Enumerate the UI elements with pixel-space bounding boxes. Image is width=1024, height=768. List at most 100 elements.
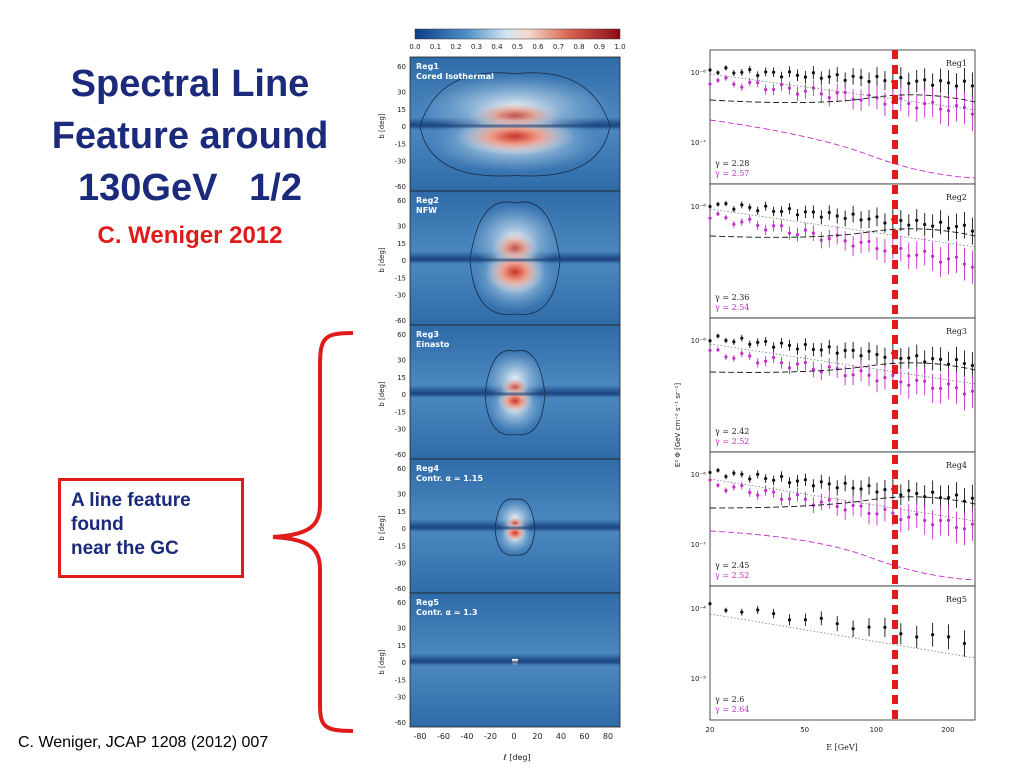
colorbar-tick-label: 0.4 (491, 43, 503, 51)
colorbar-tick-label: 0.7 (553, 43, 564, 51)
colorbar-tick-label: 0.1 (430, 43, 441, 51)
map-ytick-label: -60 (395, 317, 406, 325)
map-ytick-label: 30 (397, 625, 406, 633)
spectrum-ytick-label: 10⁻⁴ (691, 605, 707, 613)
map-xtick-label: -80 (413, 732, 426, 741)
spectrum-ytick-label: 10⁻⁶ (691, 203, 707, 211)
colorbar-tick-label: 0.6 (532, 43, 544, 51)
map-ytick-label: -30 (395, 560, 406, 568)
map-ytick-label: -15 (395, 140, 406, 148)
colorbar-tick-label: 0.0 (409, 43, 420, 51)
gamma-black-label: γ = 2.28 (715, 159, 749, 168)
gamma-black-label: γ = 2.45 (715, 561, 749, 570)
map-xtick-label: -60 (437, 732, 450, 741)
map-ytick-label: 0 (402, 391, 406, 399)
map-ytick-label: 15 (397, 642, 406, 650)
map-profile-label: Contr. α = 1.15 (416, 474, 483, 483)
map-ytick-label: -15 (395, 676, 406, 684)
spectrum-panel-3: Reg3 γ = 2.42γ = 2.52 10⁻⁶ (691, 317, 976, 453)
map-ylabel: b [deg] (378, 649, 386, 675)
map-ytick-label: 60 (397, 599, 406, 607)
spectrum-region-label: Reg3 (946, 327, 967, 336)
gamma-magenta-label: γ = 2.52 (715, 571, 749, 580)
map-ytick-label: 0 (402, 123, 406, 131)
spectrum-xtick-label: 200 (941, 726, 954, 734)
gamma-black-label: γ = 2.36 (715, 293, 749, 302)
map-ytick-label: 60 (397, 63, 406, 71)
map-xtick-label: 80 (603, 732, 613, 741)
map-ytick-label: 30 (397, 357, 406, 365)
map-ytick-label: -15 (395, 542, 406, 550)
gamma-magenta-label: γ = 2.54 (715, 303, 749, 312)
spectrum-region-label: Reg5 (946, 595, 967, 604)
map-ylabel: b [deg] (378, 113, 386, 139)
colorbar (414, 28, 621, 40)
callout-box: A line feature found near the GC (58, 478, 244, 578)
gamma-black-label: γ = 2.6 (715, 695, 744, 704)
map-ytick-label: 0 (402, 257, 406, 265)
gamma-magenta-label: γ = 2.64 (715, 705, 749, 714)
spectra-xlabel: E [GeV] (826, 743, 858, 752)
spectrum-region-label: Reg2 (946, 193, 967, 202)
map-ytick-label: -60 (395, 183, 406, 191)
map-ytick-label: 0 (402, 525, 406, 533)
map-ytick-label: 15 (397, 240, 406, 248)
map-ytick-label: -60 (395, 585, 406, 593)
map-ytick-label: 60 (397, 465, 406, 473)
map-profile-label: Einasto (416, 340, 450, 349)
map-ytick-label: 15 (397, 508, 406, 516)
map-xtick-label: 0 (511, 732, 516, 741)
map-profile-label: Cored Isothermal (416, 72, 494, 81)
spectrum-panel-2: Reg2 γ = 2.36γ = 2.54 10⁻⁶ (691, 183, 976, 319)
map-ytick-label: -15 (395, 274, 406, 282)
map-ylabel: b [deg] (378, 515, 386, 541)
map-region-label: Reg1 (416, 62, 439, 71)
callout-line-3: near the GC (71, 538, 179, 559)
map-xtick-label: 20 (532, 732, 542, 741)
map-region-label: Reg4 (416, 464, 439, 473)
title-line-3: 130GeV 1/2 (78, 167, 302, 209)
map-xtick-label: 60 (579, 732, 589, 741)
spectrum-panel-5: Reg5 γ = 2.6γ = 2.64 10⁻⁴ 10⁻⁵ (691, 585, 976, 721)
map-ytick-label: 30 (397, 491, 406, 499)
spectrum-xtick-label: 50 (800, 726, 809, 734)
spectrum-ytick-label: 10⁻⁷ (691, 541, 707, 549)
map-ylabel: b [deg] (378, 247, 386, 273)
author-label: C. Weniger 2012 (97, 222, 283, 249)
map-region-label: Reg2 (416, 196, 439, 205)
map-ytick-label: -60 (395, 451, 406, 459)
red-brace (272, 331, 354, 733)
spectrum-ytick-label: 10⁻⁵ (691, 675, 707, 683)
colorbar-tick-label: 0.3 (471, 43, 482, 51)
map-ytick-label: -30 (395, 426, 406, 434)
callout-line-2: found (71, 514, 124, 535)
spectrum-panel-4: Reg4 γ = 2.45γ = 2.52 10⁻⁶ 10⁻⁷ (691, 451, 976, 587)
map-xtick-label: -20 (484, 732, 497, 741)
title-line-1: Spectral Line (70, 63, 310, 105)
colorbar-tick-label: 0.5 (512, 43, 523, 51)
slide-title: Spectral Line Feature around 130GeV 1/2 (30, 58, 350, 214)
spectrum-ytick-label: 10⁻⁶ (691, 69, 707, 77)
gamma-magenta-label: γ = 2.57 (715, 169, 749, 178)
map-ytick-label: 15 (397, 106, 406, 114)
map-ytick-label: 60 (397, 331, 406, 339)
colorbar-tick-label: 1.0 (614, 43, 625, 51)
spectrum-region-label: Reg1 (946, 59, 967, 68)
sky-maps-figure: 0.0 0.1 0.2 0.3 0.4 0.5 0.6 0.7 0.8 0.9 1.0 Reg1Co… (378, 28, 626, 762)
spectrum-xtick-label: 20 (706, 726, 715, 734)
map-ytick-label: 30 (397, 223, 406, 231)
map-ytick-label: 30 (397, 89, 406, 97)
colorbar-tick-label: 0.2 (450, 43, 461, 51)
spectrum-xtick-label: 100 (870, 726, 883, 734)
spectrum-region-label: Reg4 (946, 461, 967, 470)
citation-text: C. Weniger, JCAP 1208 (2012) 007 (18, 734, 269, 751)
map-region-label: Reg3 (416, 330, 439, 339)
map-ytick-label: 15 (397, 374, 406, 382)
map-xlabel: ℓ [deg] (502, 753, 530, 762)
spectrum-panel-1: Reg1 γ = 2.28γ = 2.57 10⁻⁶ 10⁻⁷ (691, 49, 976, 185)
map-ytick-label: -30 (395, 292, 406, 300)
colorbar-tick-label: 0.8 (573, 43, 584, 51)
